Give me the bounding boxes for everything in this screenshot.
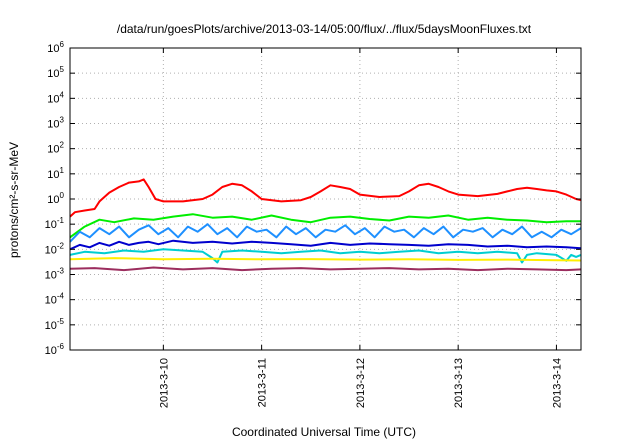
series-line-3	[69, 223, 582, 243]
y-axis-title: protons/cm²-s-sr-MeV	[7, 142, 21, 258]
y-tick-label: 102	[47, 141, 64, 156]
y-tick-label: 106	[47, 40, 64, 55]
y-tick-label: 101	[47, 166, 64, 181]
series-line-7	[69, 266, 582, 272]
series-line-6	[69, 257, 582, 262]
series-line-2	[69, 213, 581, 239]
y-tick-label: 10-5	[45, 317, 65, 332]
series-line-1	[69, 178, 582, 218]
y-tick-label: 104	[47, 90, 64, 105]
y-tick-label: 10-3	[45, 267, 65, 282]
x-tick-label: 2013-3-13	[453, 358, 465, 408]
x-tick-label: 2013-3-10	[158, 358, 170, 408]
grid	[70, 48, 581, 350]
y-tick-label: 105	[47, 65, 64, 80]
series-line-5	[69, 248, 582, 264]
y-tick-label: 10-1	[45, 216, 65, 231]
y-axis: 10-6 10-5 10-4 10-3 10-2 10-1 100 101 102 103 104 1…	[45, 40, 581, 357]
y-tick-label: 10-6	[45, 342, 65, 357]
series-line-4	[69, 239, 582, 251]
series-group	[69, 178, 582, 272]
x-tick-label: 2013-3-14	[551, 358, 563, 408]
y-tick-label: 10-2	[45, 241, 65, 256]
x-axis-title: Coordinated Universal Time (UTC)	[232, 425, 416, 439]
x-axis: 2013-3-10 2013-3-11 2013-3-12 2013-3-13 2013…	[158, 48, 563, 408]
y-tick-label: 103	[47, 116, 64, 131]
chart-title: /data/run/goesPlots/archive/2013-03-14/0…	[117, 22, 532, 36]
x-tick-label: 2013-3-12	[355, 358, 367, 408]
y-tick-label: 100	[47, 191, 64, 206]
y-tick-label: 10-4	[45, 292, 65, 307]
x-tick-label: 2013-3-11	[257, 358, 269, 407]
